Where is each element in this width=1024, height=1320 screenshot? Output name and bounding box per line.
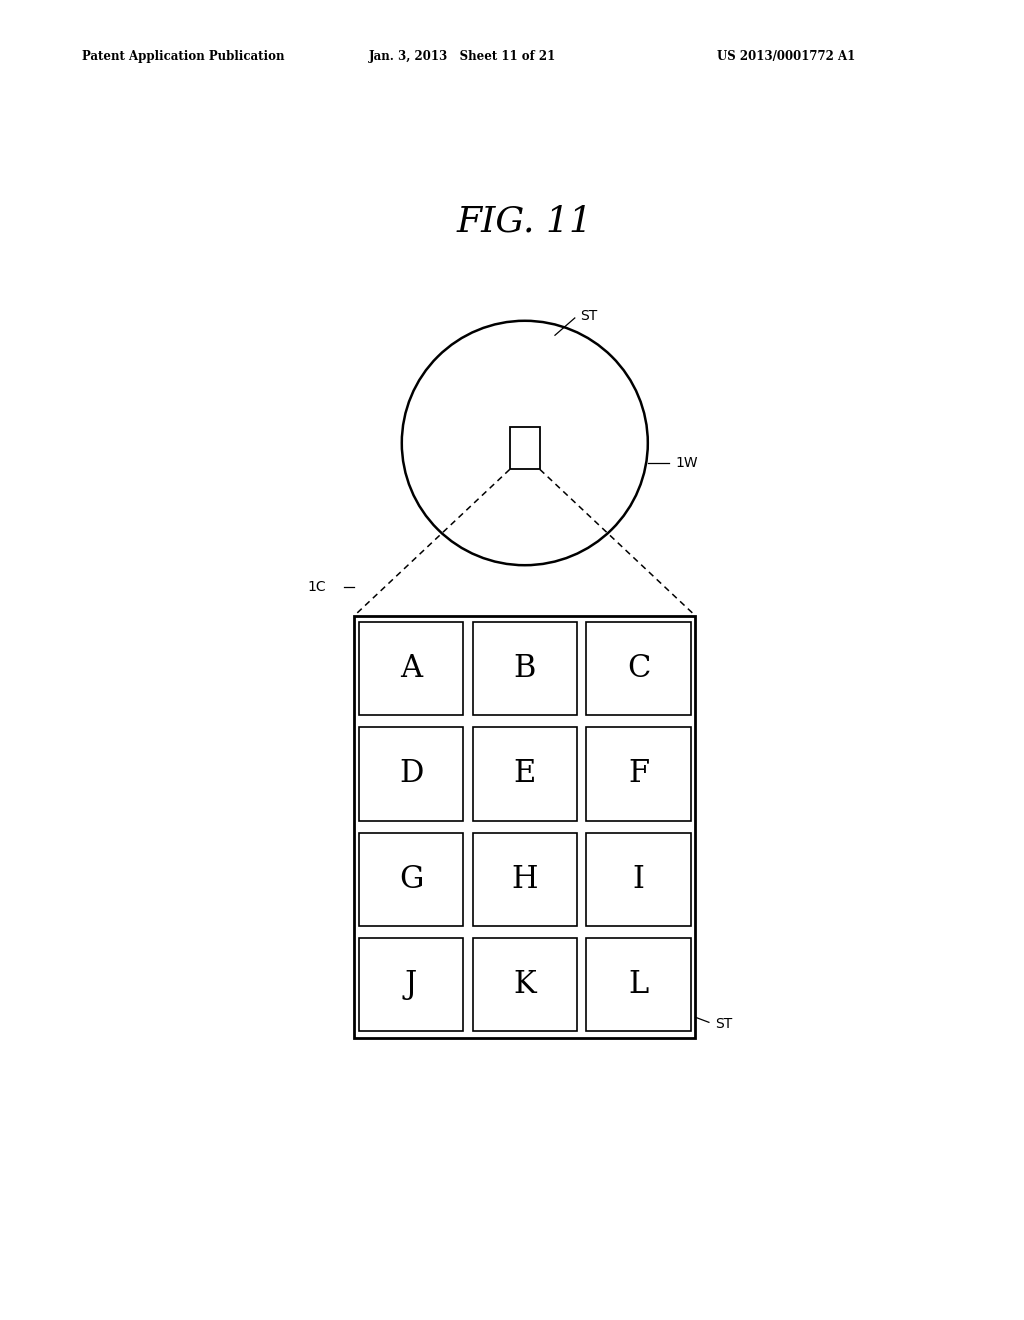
Text: ST: ST	[715, 1018, 732, 1031]
Bar	[359, 833, 463, 927]
Text: J: J	[404, 969, 417, 1001]
Bar	[473, 833, 577, 927]
Bar	[473, 939, 577, 1031]
Text: E: E	[514, 759, 536, 789]
Bar	[510, 426, 540, 470]
Text: F: F	[628, 759, 649, 789]
Text: 1W: 1W	[676, 457, 698, 470]
Bar	[473, 622, 577, 715]
Text: D: D	[399, 759, 423, 789]
Text: US 2013/0001772 A1: US 2013/0001772 A1	[717, 50, 855, 63]
Text: 1C: 1C	[308, 581, 327, 594]
Text: C: C	[627, 653, 650, 684]
Text: FIG. 11: FIG. 11	[457, 205, 593, 238]
Bar	[587, 727, 690, 821]
Text: G: G	[399, 863, 423, 895]
Bar	[354, 615, 695, 1038]
Text: H: H	[512, 863, 538, 895]
Text: I: I	[633, 863, 644, 895]
Text: ST: ST	[581, 309, 598, 323]
Text: A: A	[400, 653, 422, 684]
Bar	[359, 939, 463, 1031]
Bar	[587, 622, 690, 715]
Bar	[473, 727, 577, 821]
Bar	[587, 939, 690, 1031]
Text: K: K	[513, 969, 537, 1001]
Bar	[359, 622, 463, 715]
Text: L: L	[629, 969, 648, 1001]
Text: Jan. 3, 2013   Sheet 11 of 21: Jan. 3, 2013 Sheet 11 of 21	[369, 50, 556, 63]
Text: B: B	[514, 653, 536, 684]
Bar	[587, 833, 690, 927]
Bar	[359, 727, 463, 821]
Text: Patent Application Publication: Patent Application Publication	[82, 50, 285, 63]
